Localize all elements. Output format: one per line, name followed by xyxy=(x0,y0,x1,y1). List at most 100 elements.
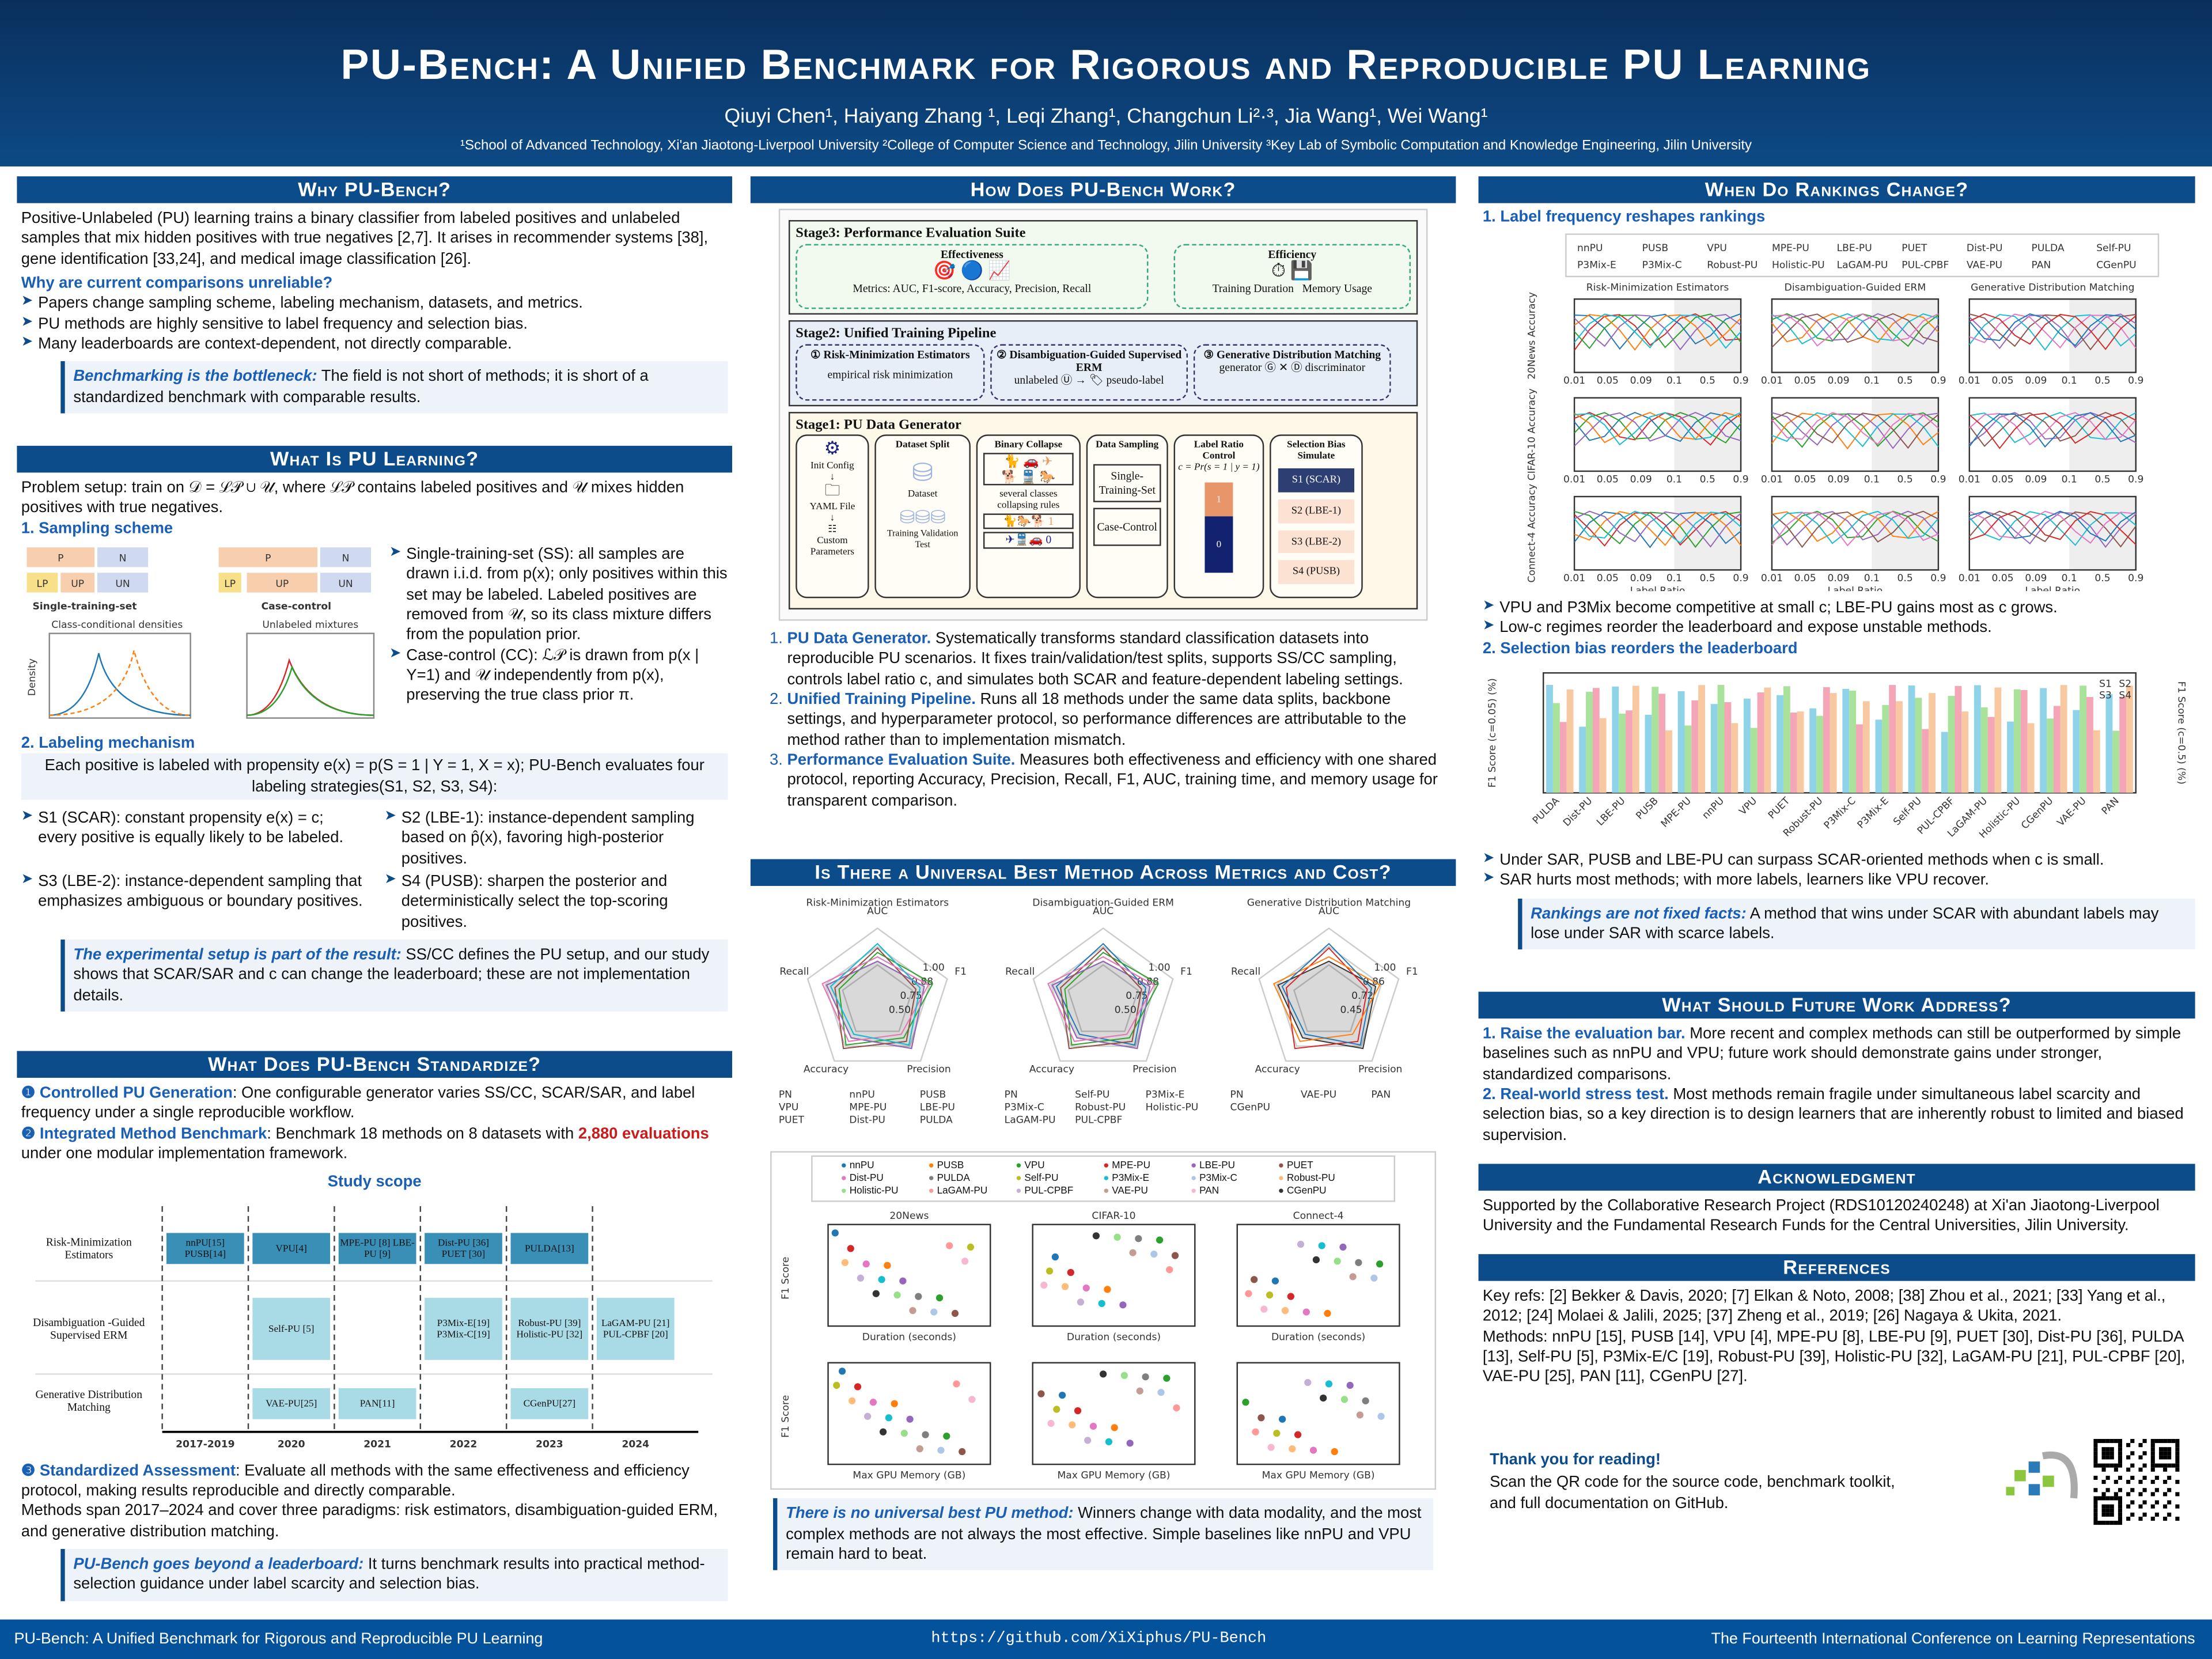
x-tick: 0.01 xyxy=(1761,474,1783,486)
qr-module xyxy=(2150,1459,2155,1464)
qr-code[interactable] xyxy=(2093,1438,2181,1527)
method-tick: MPE-PU xyxy=(1659,795,1694,830)
best-note: There is no universal best PU method: Wi… xyxy=(773,1498,1434,1571)
qr-module xyxy=(2150,1467,2155,1472)
scatter-point xyxy=(1105,1438,1113,1446)
y-axis-left: F1 Score (c=0.05) (%) xyxy=(1487,677,1498,787)
qr-module xyxy=(2175,1504,2180,1509)
density-title: Class-conditional densities xyxy=(51,619,183,631)
qr-module xyxy=(2150,1447,2155,1452)
qr-module xyxy=(2138,1443,2143,1448)
scatter-point xyxy=(1324,1310,1331,1317)
group-title: Risk-Minimization Estimators xyxy=(1586,282,1729,294)
bar xyxy=(2007,721,2014,793)
qr-module xyxy=(2167,1455,2172,1460)
x-tick: 0.1 xyxy=(1666,376,1682,387)
note-lead: Benchmarking is the bottleneck: xyxy=(73,368,317,386)
ranking-bullet: Under SAR, PUSB and LBE-PU can surpass S… xyxy=(1483,851,2191,871)
qr-module xyxy=(2109,1438,2114,1444)
qr-module xyxy=(2109,1447,2114,1452)
method-cell: VPU[4] xyxy=(252,1232,331,1264)
bar xyxy=(2112,730,2120,793)
un-label: UN xyxy=(115,578,130,590)
case-control-desc: Case-control (CC): ℒ𝒫 is drawn from p(x … xyxy=(389,646,728,706)
line-legend-item: PUL-CPBF xyxy=(1902,260,1949,271)
section-rankings: When Do Rankings Change? 1. Label freque… xyxy=(1478,176,2195,967)
scatter-point xyxy=(1084,1437,1092,1445)
step-title: PU Data Generator. xyxy=(787,630,931,648)
qr-module xyxy=(2105,1475,2110,1480)
density-axis-label: Density xyxy=(26,658,38,696)
selection-bias-bar-chart: F1 Score (c=0.05) (%) F1 Score (c=0.5) (%… xyxy=(1487,672,2187,840)
qr-module xyxy=(2093,1455,2098,1460)
x-tick: 0.1 xyxy=(2062,573,2077,585)
qr-module xyxy=(2101,1508,2106,1513)
stage3: Stage3: Performance Evaluation Suite Eff… xyxy=(788,220,1418,315)
split-title: Dataset Split xyxy=(895,439,950,451)
qr-module xyxy=(2158,1451,2164,1456)
qr-module xyxy=(2118,1488,2123,1493)
scatter-point xyxy=(833,1382,840,1389)
method-tick: PAN xyxy=(2100,795,2122,817)
scatter-point xyxy=(1318,1243,1325,1250)
group-title: Generative Distribution Matching xyxy=(1971,282,2134,294)
training-label: Training xyxy=(887,529,919,539)
scatter-point xyxy=(1260,1306,1268,1313)
stage-title: Stage2: Unified Training Pipeline xyxy=(796,325,997,342)
github-link[interactable]: https://github.com/XiXiphus/PU-Bench xyxy=(931,1631,1267,1648)
legend-item: ● PULDA xyxy=(928,1174,970,1184)
radar-title: Risk-Minimization Estimators xyxy=(806,897,949,908)
qr-module xyxy=(2118,1516,2123,1521)
radar-series xyxy=(838,952,934,1046)
key-refs: Key refs: [2] Bekker & Davis, 2020; [7] … xyxy=(1482,1287,2166,1325)
point-title: ❶ Controlled PU Generation xyxy=(21,1085,233,1102)
row-label: 20News Accuracy xyxy=(1527,293,1538,380)
series-line xyxy=(1969,313,2136,351)
series-line xyxy=(1771,313,1939,347)
qr-module xyxy=(2150,1451,2155,1456)
bar xyxy=(1856,724,1863,793)
note-lead: PU-Bench goes beyond a leaderboard: xyxy=(73,1556,364,1573)
generator-label: generator xyxy=(1219,361,1262,374)
radar-legend-item: Dist-PU xyxy=(849,1114,885,1126)
series-line xyxy=(1969,511,2136,544)
step-text: Systematically transforms standard class… xyxy=(787,630,1403,688)
negative-class: 0 xyxy=(1046,533,1052,547)
qr-module xyxy=(2097,1521,2102,1525)
footer-title: PU-Bench: A Unified Benchmark for Rigoro… xyxy=(14,1631,543,1648)
section-what: What Is PU Learning? Problem setup: trai… xyxy=(17,445,733,1032)
why-note: Benchmarking is the bottleneck: The fiel… xyxy=(60,361,728,414)
bar xyxy=(1922,728,1929,793)
series-line xyxy=(1969,511,2137,548)
scatter-point xyxy=(1273,1430,1281,1438)
qr-module xyxy=(2150,1438,2155,1444)
x-tick: 0.9 xyxy=(2128,474,2143,486)
x-axis-label: Label Ratio xyxy=(1630,586,1685,592)
series-line xyxy=(1771,313,1939,345)
group-title: Disambiguation-Guided ERM xyxy=(1785,282,1926,294)
bar xyxy=(1552,702,1560,793)
legend-item: ● PUSB xyxy=(928,1161,964,1172)
radar-legend-item: nnPU xyxy=(849,1089,875,1100)
x-tick: 0.1 xyxy=(2062,376,2077,387)
bar xyxy=(1961,711,1969,793)
bar xyxy=(1764,687,1771,793)
sampling-scheme-title: 1. Sampling scheme xyxy=(21,520,173,537)
legend-label: Holistic-PU xyxy=(849,1187,899,1197)
series-line xyxy=(1574,511,1741,544)
conference-name: The Fourteenth International Conference … xyxy=(1711,1631,2195,1648)
x-tick: 0.5 xyxy=(1700,573,1715,585)
bar xyxy=(1579,726,1586,793)
qr-module xyxy=(2138,1504,2143,1509)
x-tick: 0.5 xyxy=(1897,474,1913,486)
note-lead: The experimental setup is part of the re… xyxy=(73,946,402,964)
scatter-point xyxy=(893,1291,901,1300)
selection-bias-bullets: Under SAR, PUSB and LBE-PU can surpass S… xyxy=(1479,851,2195,891)
x-tick: 0.01 xyxy=(1563,376,1585,387)
x-tick: 0.01 xyxy=(1959,474,1980,486)
ranking-bullet: SAR hurts most methods; with more labels… xyxy=(1483,871,2191,891)
line-legend-item: MPE-PU xyxy=(1772,243,1809,255)
scatter-point xyxy=(1067,1269,1074,1277)
qr-module xyxy=(2167,1512,2172,1517)
